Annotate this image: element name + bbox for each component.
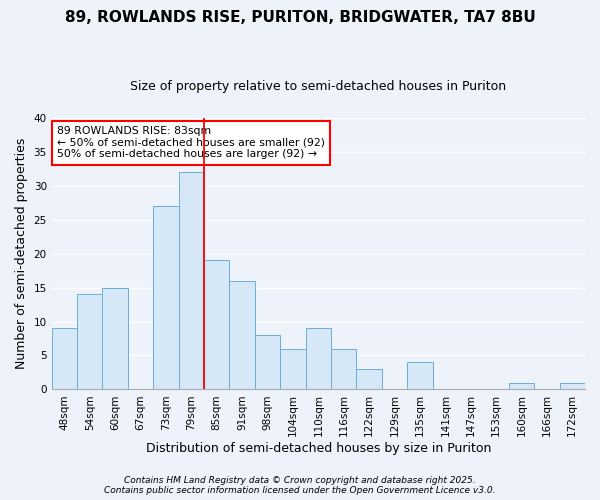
Bar — [77, 294, 103, 390]
Bar — [560, 382, 585, 390]
Bar — [407, 362, 433, 390]
Bar — [179, 172, 204, 390]
Bar — [331, 348, 356, 390]
Bar — [280, 348, 305, 390]
Title: Size of property relative to semi-detached houses in Puriton: Size of property relative to semi-detach… — [130, 80, 506, 93]
Y-axis label: Number of semi-detached properties: Number of semi-detached properties — [15, 138, 28, 370]
Text: 89 ROWLANDS RISE: 83sqm
← 50% of semi-detached houses are smaller (92)
50% of se: 89 ROWLANDS RISE: 83sqm ← 50% of semi-de… — [57, 126, 325, 159]
Bar — [204, 260, 229, 390]
Bar — [356, 369, 382, 390]
X-axis label: Distribution of semi-detached houses by size in Puriton: Distribution of semi-detached houses by … — [146, 442, 491, 455]
Bar — [103, 288, 128, 390]
Text: Contains HM Land Registry data © Crown copyright and database right 2025.
Contai: Contains HM Land Registry data © Crown c… — [104, 476, 496, 495]
Bar — [229, 281, 255, 390]
Bar — [52, 328, 77, 390]
Bar — [509, 382, 534, 390]
Bar — [153, 206, 179, 390]
Text: 89, ROWLANDS RISE, PURITON, BRIDGWATER, TA7 8BU: 89, ROWLANDS RISE, PURITON, BRIDGWATER, … — [65, 10, 535, 25]
Bar — [305, 328, 331, 390]
Bar — [255, 335, 280, 390]
